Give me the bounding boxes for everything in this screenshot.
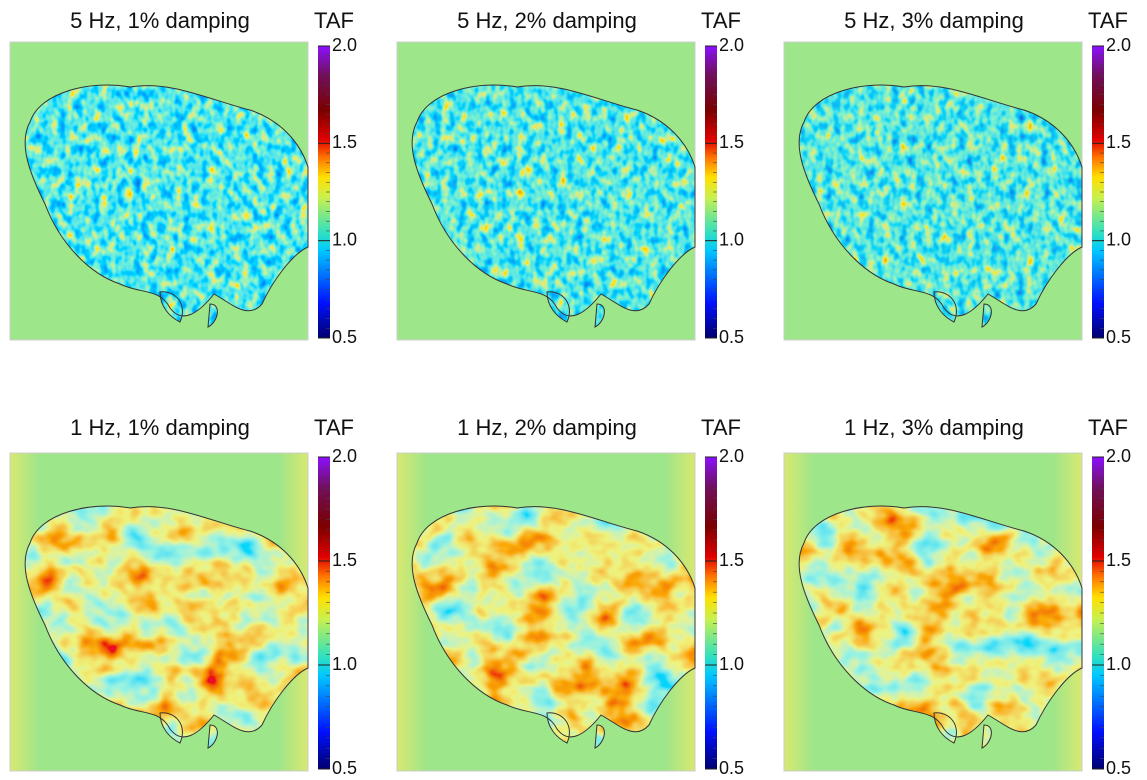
tick-label: 1.0 <box>1106 229 1131 249</box>
tick-label: 1.5 <box>332 132 357 152</box>
panel-title: 1 Hz, 2% damping <box>457 415 637 440</box>
tick-label: 2.0 <box>719 446 744 466</box>
tick-label: 2.0 <box>719 35 744 55</box>
colorbar <box>1092 457 1104 769</box>
tick-label: 1.5 <box>719 132 744 152</box>
tick-label: 1.0 <box>332 654 357 674</box>
tick-label: 1.0 <box>719 654 744 674</box>
tick-label: 2.0 <box>332 35 357 55</box>
colorbar-label: TAF <box>314 415 354 440</box>
panel: 5 Hz, 2% damping TAF 0.5 1.0 1.5 2.0 <box>396 8 744 347</box>
tick-label: 1.0 <box>719 229 744 249</box>
colorbar-label: TAF <box>1088 415 1128 440</box>
panel-title: 5 Hz, 1% damping <box>70 8 250 33</box>
panel: 1 Hz, 1% damping TAF 0.5 1.0 1.5 2.0 <box>9 415 357 778</box>
colorbar-label: TAF <box>1088 8 1128 33</box>
panel: 5 Hz, 3% damping TAF 0.5 1.0 1.5 2.0 <box>783 8 1131 347</box>
tick-label: 0.5 <box>1106 758 1131 778</box>
tick-label: 1.0 <box>332 229 357 249</box>
tick-label: 0.5 <box>1106 327 1131 347</box>
colorbar <box>705 457 717 769</box>
coastline <box>24 505 309 749</box>
tick-label: 1.5 <box>332 550 357 570</box>
coastline <box>798 84 1083 328</box>
tick-label: 2.0 <box>332 446 357 466</box>
colorbar <box>1092 46 1104 338</box>
tick-label: 2.0 <box>1106 35 1131 55</box>
tick-label: 2.0 <box>1106 446 1131 466</box>
tick-label: 0.5 <box>719 327 744 347</box>
coastline <box>24 84 309 328</box>
panel: 1 Hz, 2% damping TAF 0.5 1.0 1.5 2.0 <box>396 415 744 778</box>
tick-label: 1.0 <box>1106 654 1131 674</box>
panel: 1 Hz, 3% damping TAF 0.5 1.0 1.5 2.0 <box>783 415 1131 778</box>
tick-label: 1.5 <box>719 550 744 570</box>
coastline <box>411 505 696 749</box>
panel-title: 1 Hz, 3% damping <box>844 415 1024 440</box>
panel-title: 1 Hz, 1% damping <box>70 415 250 440</box>
colorbar <box>318 457 330 769</box>
coastline <box>798 505 1083 749</box>
panel-title: 5 Hz, 3% damping <box>844 8 1024 33</box>
colorbar-label: TAF <box>314 8 354 33</box>
colorbar-label: TAF <box>701 415 741 440</box>
colorbar <box>705 46 717 338</box>
panel-title: 5 Hz, 2% damping <box>457 8 637 33</box>
colorbar <box>318 46 330 338</box>
tick-label: 1.5 <box>1106 132 1131 152</box>
colorbar-label: TAF <box>701 8 741 33</box>
tick-label: 0.5 <box>332 327 357 347</box>
tick-label: 1.5 <box>1106 550 1131 570</box>
coastline <box>411 84 696 328</box>
tick-label: 0.5 <box>719 758 744 778</box>
panel: 5 Hz, 1% damping TAF 0.5 1.0 1.5 2.0 <box>9 8 357 347</box>
tick-label: 0.5 <box>332 758 357 778</box>
